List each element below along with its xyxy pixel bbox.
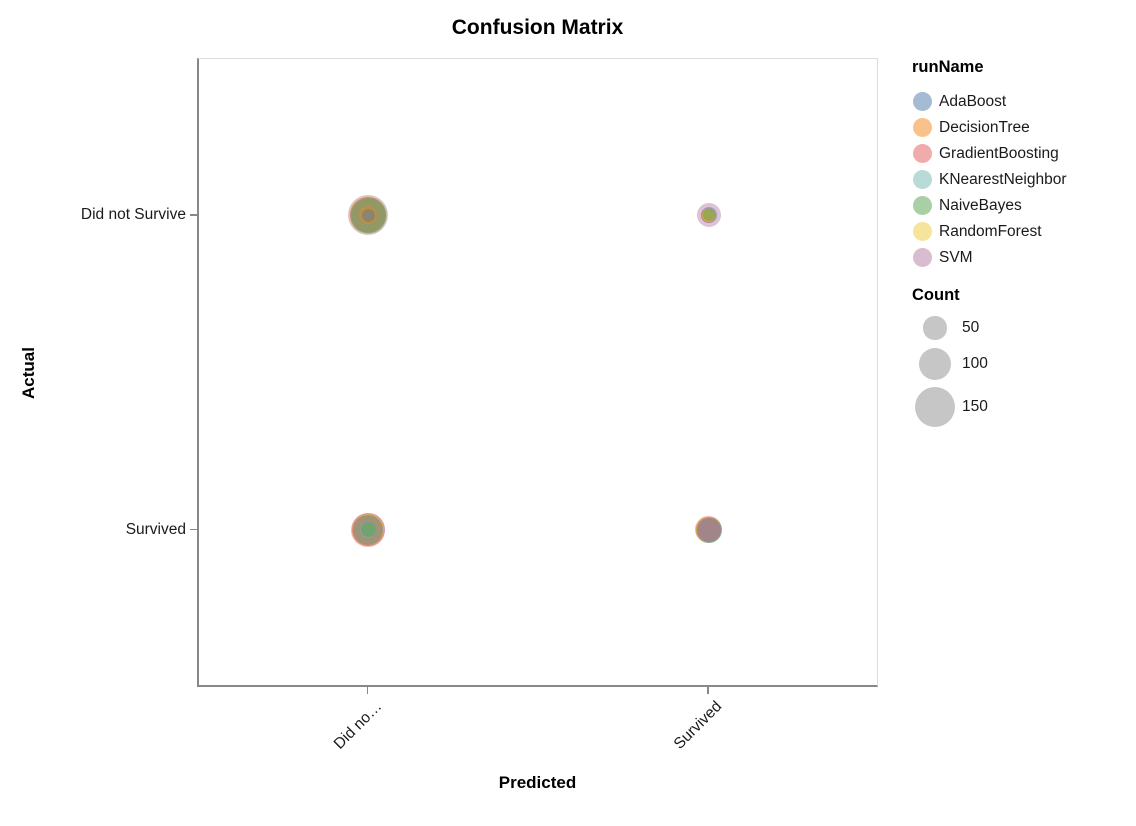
bubble-svm-tp — [696, 517, 721, 542]
bubble-gradientboosting-tp — [695, 516, 723, 544]
plot-area — [197, 58, 878, 687]
size-label-150: 150 — [962, 398, 988, 415]
bubble-adaboost-tp — [696, 517, 721, 542]
bubble-svm-fp — [696, 203, 721, 228]
bubble-randomforest-fp — [702, 208, 716, 222]
bubble-knearestneighbor-fn — [360, 521, 377, 538]
size-label-50: 50 — [962, 319, 980, 336]
x-tick — [707, 687, 709, 694]
bubble-naivebayes-tp — [695, 516, 722, 543]
y-tick — [190, 528, 197, 531]
bubble-naivebayes-fn — [360, 522, 376, 538]
legend-swatch-naivebayes — [913, 196, 932, 215]
legend-swatch-adaboost — [913, 92, 932, 111]
legend-label-adaboost: AdaBoost — [939, 93, 1007, 110]
bubble-gradientboosting-fp — [701, 207, 717, 223]
legend-label-naivebayes: NaiveBayes — [939, 197, 1022, 214]
bubble-decisiontree-tp — [696, 517, 721, 542]
legend-swatch-randomforest — [913, 222, 932, 241]
x-tick-label: Survived — [671, 698, 726, 753]
bubble-randomforest-fn — [352, 514, 384, 546]
legend-swatch-knearestneighbor — [913, 170, 932, 189]
bubble-naivebayes-tn — [350, 197, 386, 233]
bubble-decisiontree-fn — [352, 513, 385, 546]
bubble-svm-tn — [348, 195, 389, 236]
size-label-100: 100 — [962, 355, 988, 372]
bubble-adaboost-fn — [353, 514, 384, 545]
legend-label-svm: SVM — [939, 249, 973, 266]
y-axis: Actual — [14, 58, 44, 687]
bubble-naivebayes-fp — [702, 209, 715, 222]
chart-title: Confusion Matrix — [451, 16, 624, 39]
bubble-randomforest-tp — [696, 517, 722, 543]
bubble-svm-fn — [351, 513, 385, 547]
legend-swatch-gradientboosting — [913, 144, 932, 163]
legend-swatch-svm — [913, 248, 932, 267]
bubble-gradientboosting-tn — [350, 197, 387, 234]
y-axis-title: Actual — [19, 346, 38, 399]
legend-label-randomforest: RandomForest — [939, 223, 1042, 240]
bubble-decisiontree-fp — [702, 208, 716, 222]
bubble-knearestneighbor-tp — [695, 516, 722, 543]
bubble-knearestneighbor-tn — [349, 196, 387, 234]
legend-swatch-decisiontree — [913, 118, 932, 137]
x-axis-title: Predicted — [498, 773, 577, 792]
x-tick-label: Did no… — [330, 698, 386, 753]
size-swatch-150 — [914, 386, 956, 428]
bubble-adaboost-tn — [361, 208, 375, 222]
bubble-knearestneighbor-fp — [701, 208, 716, 223]
legend-count-title: Count — [912, 286, 960, 304]
legend-runname-title: runName — [912, 58, 984, 76]
y-tick-label: Survived — [125, 520, 186, 538]
bubble-gradientboosting-fn — [351, 512, 386, 547]
bubble-decisiontree-tn — [359, 206, 378, 225]
y-tick — [190, 214, 197, 216]
legend-label-gradientboosting: GradientBoosting — [939, 145, 1059, 162]
legend-label-decisiontree: DecisionTree — [939, 119, 1030, 136]
bubble-randomforest-tn — [349, 196, 388, 235]
x-tick — [366, 687, 368, 694]
legend-label-knearestneighbor: KNearestNeighbor — [939, 171, 1067, 188]
bubble-adaboost-fp — [700, 207, 717, 224]
size-swatch-100 — [918, 347, 952, 381]
size-swatch-50 — [923, 316, 947, 340]
y-tick-label: Did not Survive — [80, 206, 186, 224]
